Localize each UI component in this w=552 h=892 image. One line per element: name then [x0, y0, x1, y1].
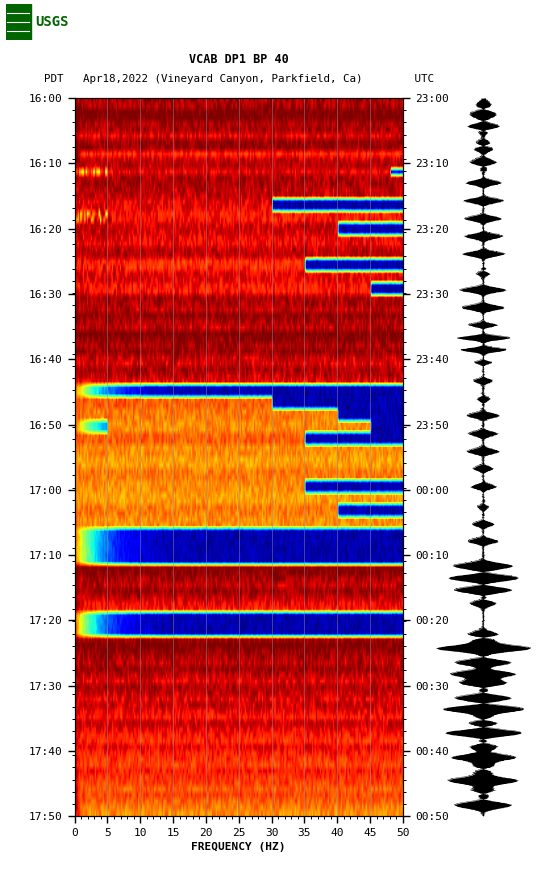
X-axis label: FREQUENCY (HZ): FREQUENCY (HZ): [192, 842, 286, 852]
Bar: [6, 4, 31, 40]
Text: PDT   Apr18,2022 (Vineyard Canyon, Parkfield, Ca)        UTC: PDT Apr18,2022 (Vineyard Canyon, Parkfie…: [44, 74, 434, 84]
Text: VCAB DP1 BP 40: VCAB DP1 BP 40: [189, 53, 289, 66]
Text: USGS: USGS: [35, 15, 69, 29]
